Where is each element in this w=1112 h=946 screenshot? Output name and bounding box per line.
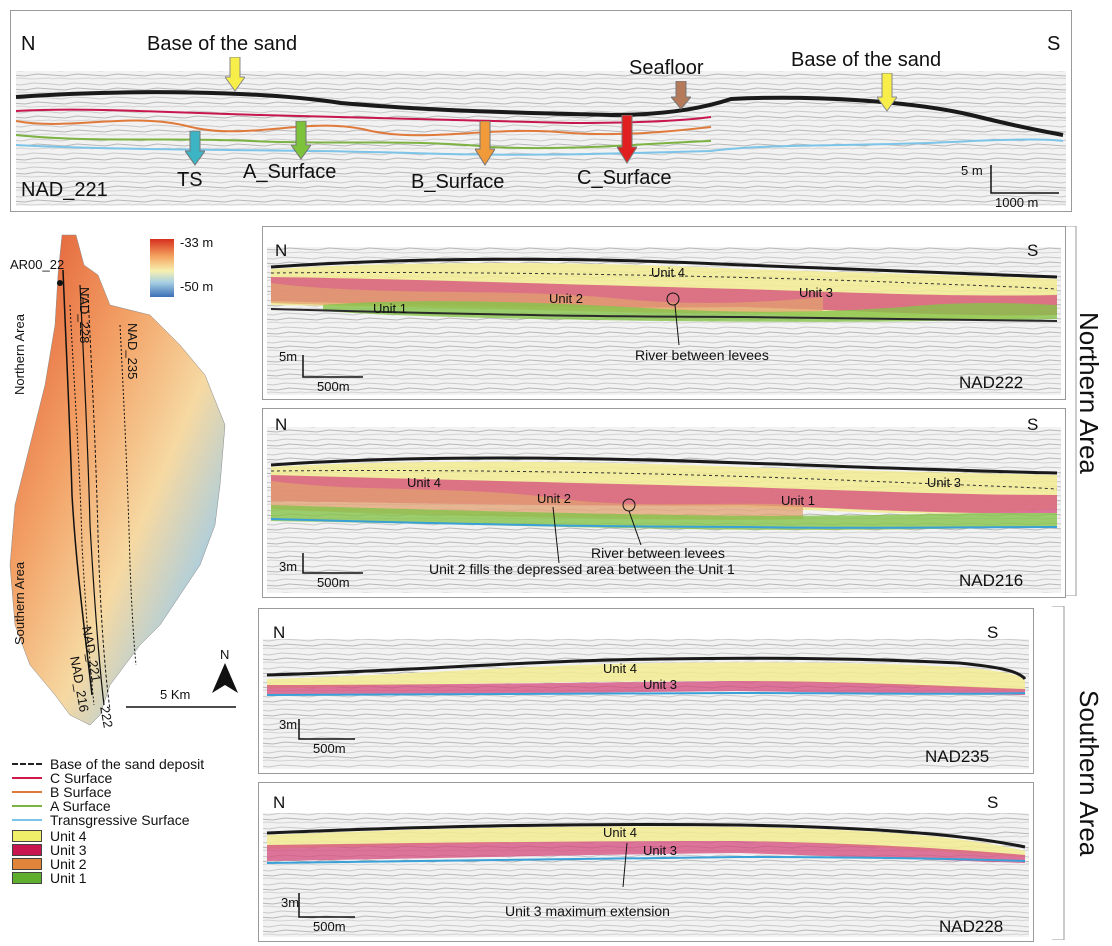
- north-arrow-label: N: [220, 647, 230, 662]
- bathymetry-map: -33 m -50 m AR00_22 NAD_228 NAD_235 NAD_…: [0, 225, 250, 745]
- nad228-annotation-max: Unit 3 maximum extension: [505, 903, 670, 919]
- north-label: N: [21, 33, 36, 55]
- nad228-name: NAD228: [939, 917, 1004, 936]
- nad216-scale-h: 500m: [317, 575, 350, 590]
- side-label-northern: Northern Area: [1074, 312, 1104, 474]
- profile-panel-nad235: N S Unit 4 Unit 3 3m 500m NAD235: [258, 608, 1034, 774]
- profile-label-ar00: AR00_22: [10, 257, 65, 272]
- legend-item-c-surface: C Surface: [12, 770, 112, 786]
- ts-label: TS: [177, 169, 203, 191]
- nad222-scale-v: 5m: [279, 349, 298, 364]
- nad216-seismic: [267, 427, 1061, 593]
- base-sand-label-left: Base of the sand: [147, 33, 298, 55]
- nad216-unit3: Unit 3: [927, 475, 961, 490]
- nad228-seismic: [263, 813, 1029, 937]
- yellow-arrow-icon-right: [877, 73, 897, 112]
- nad216-annotation-river: River between levees: [591, 545, 725, 561]
- profile-label-nad228: NAD_228: [77, 287, 92, 344]
- a-surface-label: A_Surface: [243, 161, 337, 183]
- nad235-scale-h: 500m: [313, 741, 346, 756]
- nad235-seismic: [263, 639, 1029, 769]
- profile-label-nad235: NAD_235: [125, 323, 140, 380]
- b-surface-line: [15, 119, 712, 137]
- nad222-annotation-river: River between levees: [635, 347, 769, 363]
- nad216-unit2: Unit 2: [537, 491, 571, 506]
- nad222-unit2: Unit 2: [549, 291, 583, 306]
- nad216-scale-v: 3m: [279, 559, 298, 574]
- nad216-unit1: Unit 1: [781, 493, 815, 508]
- profile-panel-nad216: N S Unit 4 Unit 2 Unit 1 Unit 3 River be…: [262, 408, 1066, 598]
- transgressive-surface-line: [15, 138, 1064, 156]
- green-arrow-icon: [291, 121, 311, 160]
- scale-vertical: 5 m: [961, 163, 983, 178]
- side-label-southern: Southern Area: [1074, 690, 1104, 857]
- southern-bracket: [1052, 606, 1065, 940]
- legend-item-a-surface: A Surface: [12, 798, 111, 814]
- nad235-unit3: Unit 3: [643, 677, 677, 692]
- c-surface-label: C_Surface: [577, 167, 672, 189]
- scale-horizontal: 1000 m: [995, 195, 1039, 210]
- legend-item-base-sand: Base of the sand deposit: [12, 756, 204, 772]
- legend-item-unit1: Unit 1: [12, 870, 87, 886]
- nad235-scale-v: 3m: [279, 717, 298, 732]
- map-scale-label: 5 Km: [160, 687, 191, 702]
- nad216-name: NAD216: [959, 571, 1024, 590]
- nad216-annotation-fill: Unit 2 fills the depressed area between …: [429, 561, 735, 577]
- nad228-scale-v: 3m: [281, 895, 300, 910]
- legend-item-b-surface: B Surface: [12, 784, 111, 800]
- legend-item-unit4: Unit 4: [12, 828, 87, 844]
- nad222-name: NAD222: [959, 373, 1024, 392]
- nad222-unit1: Unit 1: [373, 301, 407, 316]
- legend-item-unit2: Unit 2: [12, 856, 87, 872]
- cyan-arrow-icon: [185, 131, 205, 166]
- nad228-south: S: [987, 793, 999, 812]
- map-area-south: Southern Area: [12, 561, 27, 645]
- map-shape: [9, 234, 226, 726]
- red-arrow-icon: [617, 115, 637, 164]
- colorbar: [150, 239, 174, 297]
- nad222-seismic: [267, 247, 1061, 395]
- nad216-unit4: Unit 4: [407, 475, 441, 490]
- scale-bar: [990, 165, 1059, 194]
- colorbar-min: -50 m: [180, 279, 214, 294]
- orange-arrow-icon: [475, 121, 495, 166]
- nad222-unit3: Unit 3: [799, 285, 833, 300]
- yellow-arrow-icon: [225, 57, 245, 92]
- legend: Base of the sand deposit C Surface B Sur…: [0, 756, 250, 886]
- legend-item-transgressive: Transgressive Surface: [12, 812, 190, 828]
- brown-arrow-icon: [671, 81, 691, 110]
- a-surface-line: [15, 134, 712, 150]
- nad216-north: N: [275, 415, 288, 434]
- northern-bracket: [1066, 226, 1077, 596]
- nad222-south: S: [1027, 241, 1039, 260]
- nad228-north: N: [273, 793, 286, 812]
- profile-name: NAD_221: [21, 179, 108, 201]
- nad222-scale-h: 500m: [317, 379, 350, 394]
- nad228-unit4: Unit 4: [603, 825, 637, 840]
- nad235-north: N: [273, 623, 286, 642]
- nad222-north: N: [275, 241, 288, 260]
- legend-item-unit3: Unit 3: [12, 842, 87, 858]
- north-arrow-icon: [212, 663, 238, 693]
- top-profile-panel: N S Base of the sand Seafloor Base of th…: [10, 10, 1072, 212]
- nad235-unit4: Unit 4: [603, 661, 637, 676]
- nad228-scale-h: 500m: [313, 919, 346, 934]
- map-area-north: Northern Area: [12, 314, 27, 395]
- nad235-name: NAD235: [925, 747, 990, 766]
- nad222-unit4: Unit 4: [651, 265, 685, 280]
- nad228-unit3: Unit 3: [643, 843, 677, 858]
- profile-panel-nad222: N S Unit 4 Unit 2 Unit 3 Unit 1 River be…: [262, 226, 1066, 400]
- nad235-south: S: [987, 623, 999, 642]
- base-sand-label-right: Base of the sand: [791, 49, 942, 71]
- seafloor-label: Seafloor: [629, 57, 704, 79]
- nad216-south: S: [1027, 415, 1039, 434]
- profile-panel-nad228: N S Unit 4 Unit 3 Unit 3 maximum extensi…: [258, 782, 1034, 942]
- map-scale-bar: [126, 706, 236, 708]
- b-surface-label: B_Surface: [411, 171, 505, 193]
- south-label: S: [1047, 33, 1061, 55]
- colorbar-max: -33 m: [180, 235, 214, 250]
